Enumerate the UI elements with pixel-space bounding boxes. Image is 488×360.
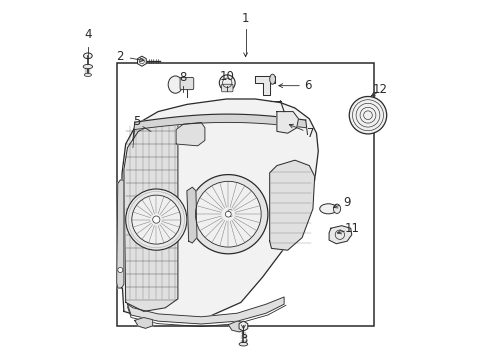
Ellipse shape: [319, 204, 336, 214]
Text: 5: 5: [133, 115, 140, 128]
Circle shape: [125, 189, 186, 250]
Polygon shape: [239, 321, 247, 331]
Polygon shape: [123, 120, 178, 311]
Ellipse shape: [83, 53, 92, 59]
Ellipse shape: [168, 76, 182, 93]
Text: 10: 10: [219, 70, 234, 83]
Text: 12: 12: [372, 83, 387, 96]
Text: 2: 2: [116, 50, 124, 63]
Polygon shape: [228, 321, 246, 332]
Circle shape: [118, 267, 122, 273]
Text: 1: 1: [242, 12, 249, 25]
Polygon shape: [134, 114, 305, 130]
Circle shape: [188, 175, 267, 254]
Circle shape: [152, 216, 160, 223]
Text: 6: 6: [303, 79, 311, 92]
Text: 11: 11: [345, 222, 359, 235]
Polygon shape: [276, 112, 298, 133]
Polygon shape: [120, 99, 318, 320]
Polygon shape: [134, 318, 152, 328]
Bar: [117, 63, 373, 326]
FancyBboxPatch shape: [221, 84, 232, 92]
Circle shape: [195, 181, 261, 247]
Text: €: €: [224, 209, 231, 219]
Polygon shape: [117, 180, 123, 288]
Circle shape: [348, 96, 386, 134]
Circle shape: [225, 211, 231, 217]
Ellipse shape: [239, 342, 247, 346]
Text: 3: 3: [239, 333, 246, 346]
Ellipse shape: [84, 73, 91, 77]
Polygon shape: [328, 226, 351, 244]
Text: 8: 8: [179, 71, 186, 84]
Polygon shape: [137, 56, 146, 66]
Polygon shape: [127, 297, 284, 324]
Polygon shape: [176, 122, 204, 146]
FancyBboxPatch shape: [180, 77, 193, 90]
Ellipse shape: [83, 64, 92, 69]
Polygon shape: [255, 76, 275, 95]
Circle shape: [132, 195, 181, 244]
Circle shape: [219, 75, 235, 91]
Text: 7: 7: [307, 127, 314, 140]
Ellipse shape: [333, 204, 340, 213]
Polygon shape: [269, 160, 314, 250]
Ellipse shape: [269, 74, 275, 84]
Polygon shape: [186, 187, 197, 243]
Text: 4: 4: [84, 28, 91, 41]
Text: 9: 9: [343, 196, 350, 209]
